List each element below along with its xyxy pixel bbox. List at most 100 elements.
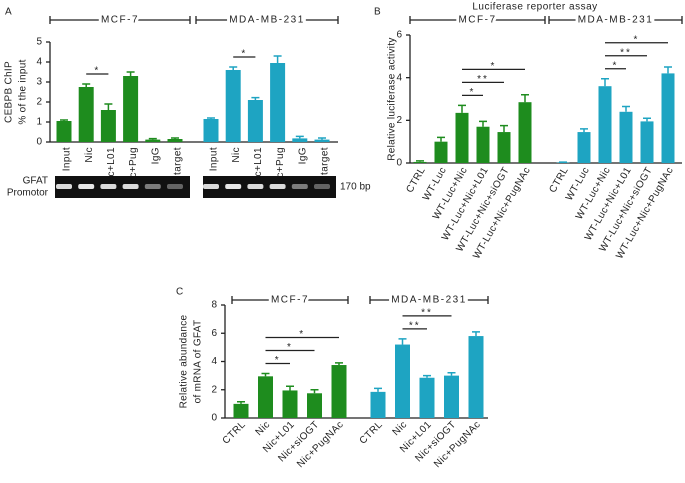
gel-band	[247, 184, 264, 189]
error-bar	[500, 124, 508, 133]
significance-label: *	[94, 66, 100, 77]
error-bar	[82, 83, 91, 87]
y-tick-label: 0	[36, 137, 42, 148]
error-bar	[318, 137, 326, 140]
y-axis-label: Relative luciferase activity	[387, 37, 398, 160]
x-tick-label: CTRL	[221, 419, 248, 446]
bar	[434, 141, 448, 163]
bar	[331, 365, 347, 418]
y-tick-label: 4	[36, 57, 42, 68]
x-tick-label: Nic	[391, 419, 410, 438]
gel-band	[167, 184, 183, 189]
significance-label: **	[620, 47, 632, 58]
group-bracket	[49, 16, 191, 24]
significance-label: *	[470, 87, 476, 98]
significance-label: *	[275, 355, 281, 366]
gel-band	[56, 184, 72, 189]
x-tick-label: CTRL	[358, 419, 385, 446]
group-bracket	[548, 16, 683, 24]
error-bar	[60, 119, 68, 121]
significance-label: *	[241, 49, 247, 60]
x-tick-label: Nic+Pug	[128, 147, 139, 188]
bar	[56, 121, 72, 142]
y-tick-label: 4	[396, 72, 402, 83]
gel-band	[269, 184, 286, 189]
y-axis-label: Relative abundance	[179, 314, 190, 408]
bar	[577, 132, 591, 163]
error-bar	[126, 71, 135, 76]
panel-label: B	[374, 7, 381, 18]
significance-label: *	[491, 61, 497, 72]
group-label: MCF-7	[101, 15, 139, 26]
gel-band	[122, 184, 139, 189]
bar	[78, 87, 94, 142]
error-bar	[148, 137, 157, 140]
x-tick-label: IgG	[297, 147, 308, 164]
x-tick-label: Off target	[320, 147, 331, 193]
y-tick-label: 2	[211, 384, 217, 395]
x-tick-label: Nic	[231, 147, 242, 163]
bar	[476, 126, 490, 163]
y-tick-label: 4	[211, 356, 217, 367]
significance-label: **	[409, 321, 421, 332]
bar	[598, 86, 612, 163]
bar	[307, 393, 322, 418]
y-tick-label: 2	[396, 115, 402, 126]
error-bar	[251, 96, 260, 100]
x-tick-label: Nic+L01	[253, 147, 264, 187]
error-bar	[207, 117, 215, 119]
error-bar	[229, 66, 238, 70]
group-label: MDA-MB-231	[391, 295, 467, 306]
bar	[167, 139, 183, 142]
error-bar	[472, 331, 480, 337]
group-label: MCF-7	[271, 295, 309, 306]
bar	[395, 344, 410, 418]
bar	[247, 100, 263, 142]
group-bracket	[231, 296, 349, 304]
error-bar	[335, 362, 343, 366]
y-tick-label: 0	[211, 413, 217, 424]
x-tick-label: Input	[209, 147, 220, 171]
error-bar	[479, 120, 487, 127]
panel-label: C	[176, 287, 183, 298]
error-bar	[664, 66, 672, 74]
bar	[100, 110, 116, 142]
group-bracket	[369, 296, 489, 304]
error-bar	[437, 136, 445, 142]
bar	[619, 111, 633, 163]
y-tick-label: 6	[396, 30, 402, 41]
y-tick-label: 0	[396, 158, 402, 169]
bar	[203, 119, 219, 142]
error-bar	[601, 77, 609, 87]
gel-image	[203, 176, 336, 198]
error-bar	[261, 372, 270, 377]
group-label: MDA-MB-231	[578, 15, 654, 26]
error-bar	[171, 137, 179, 139]
significance-label: *	[299, 329, 305, 340]
y-tick-label: 8	[211, 300, 217, 311]
significance-label: *	[634, 34, 640, 45]
x-tick-label: Input	[62, 147, 73, 171]
error-bar	[374, 387, 382, 392]
error-bar	[458, 104, 466, 113]
error-bar	[423, 374, 431, 378]
error-bar	[273, 55, 282, 63]
error-bar	[447, 372, 456, 376]
error-bar	[622, 105, 630, 112]
error-bar	[104, 103, 113, 110]
error-bar	[521, 93, 529, 103]
error-bar	[416, 160, 424, 162]
y-tick-label: 6	[211, 328, 217, 339]
group-bracket	[409, 16, 546, 24]
bar	[258, 376, 273, 418]
bar	[413, 161, 427, 163]
group-label: MCF-7	[458, 15, 496, 26]
bar	[370, 391, 386, 418]
bar	[455, 112, 469, 163]
y-tick-label: 1	[36, 117, 42, 128]
chart-title: Luciferase reporter assay	[472, 2, 597, 13]
bar	[233, 403, 249, 418]
x-tick-label: IgG	[150, 147, 161, 164]
group-bracket	[195, 16, 339, 24]
